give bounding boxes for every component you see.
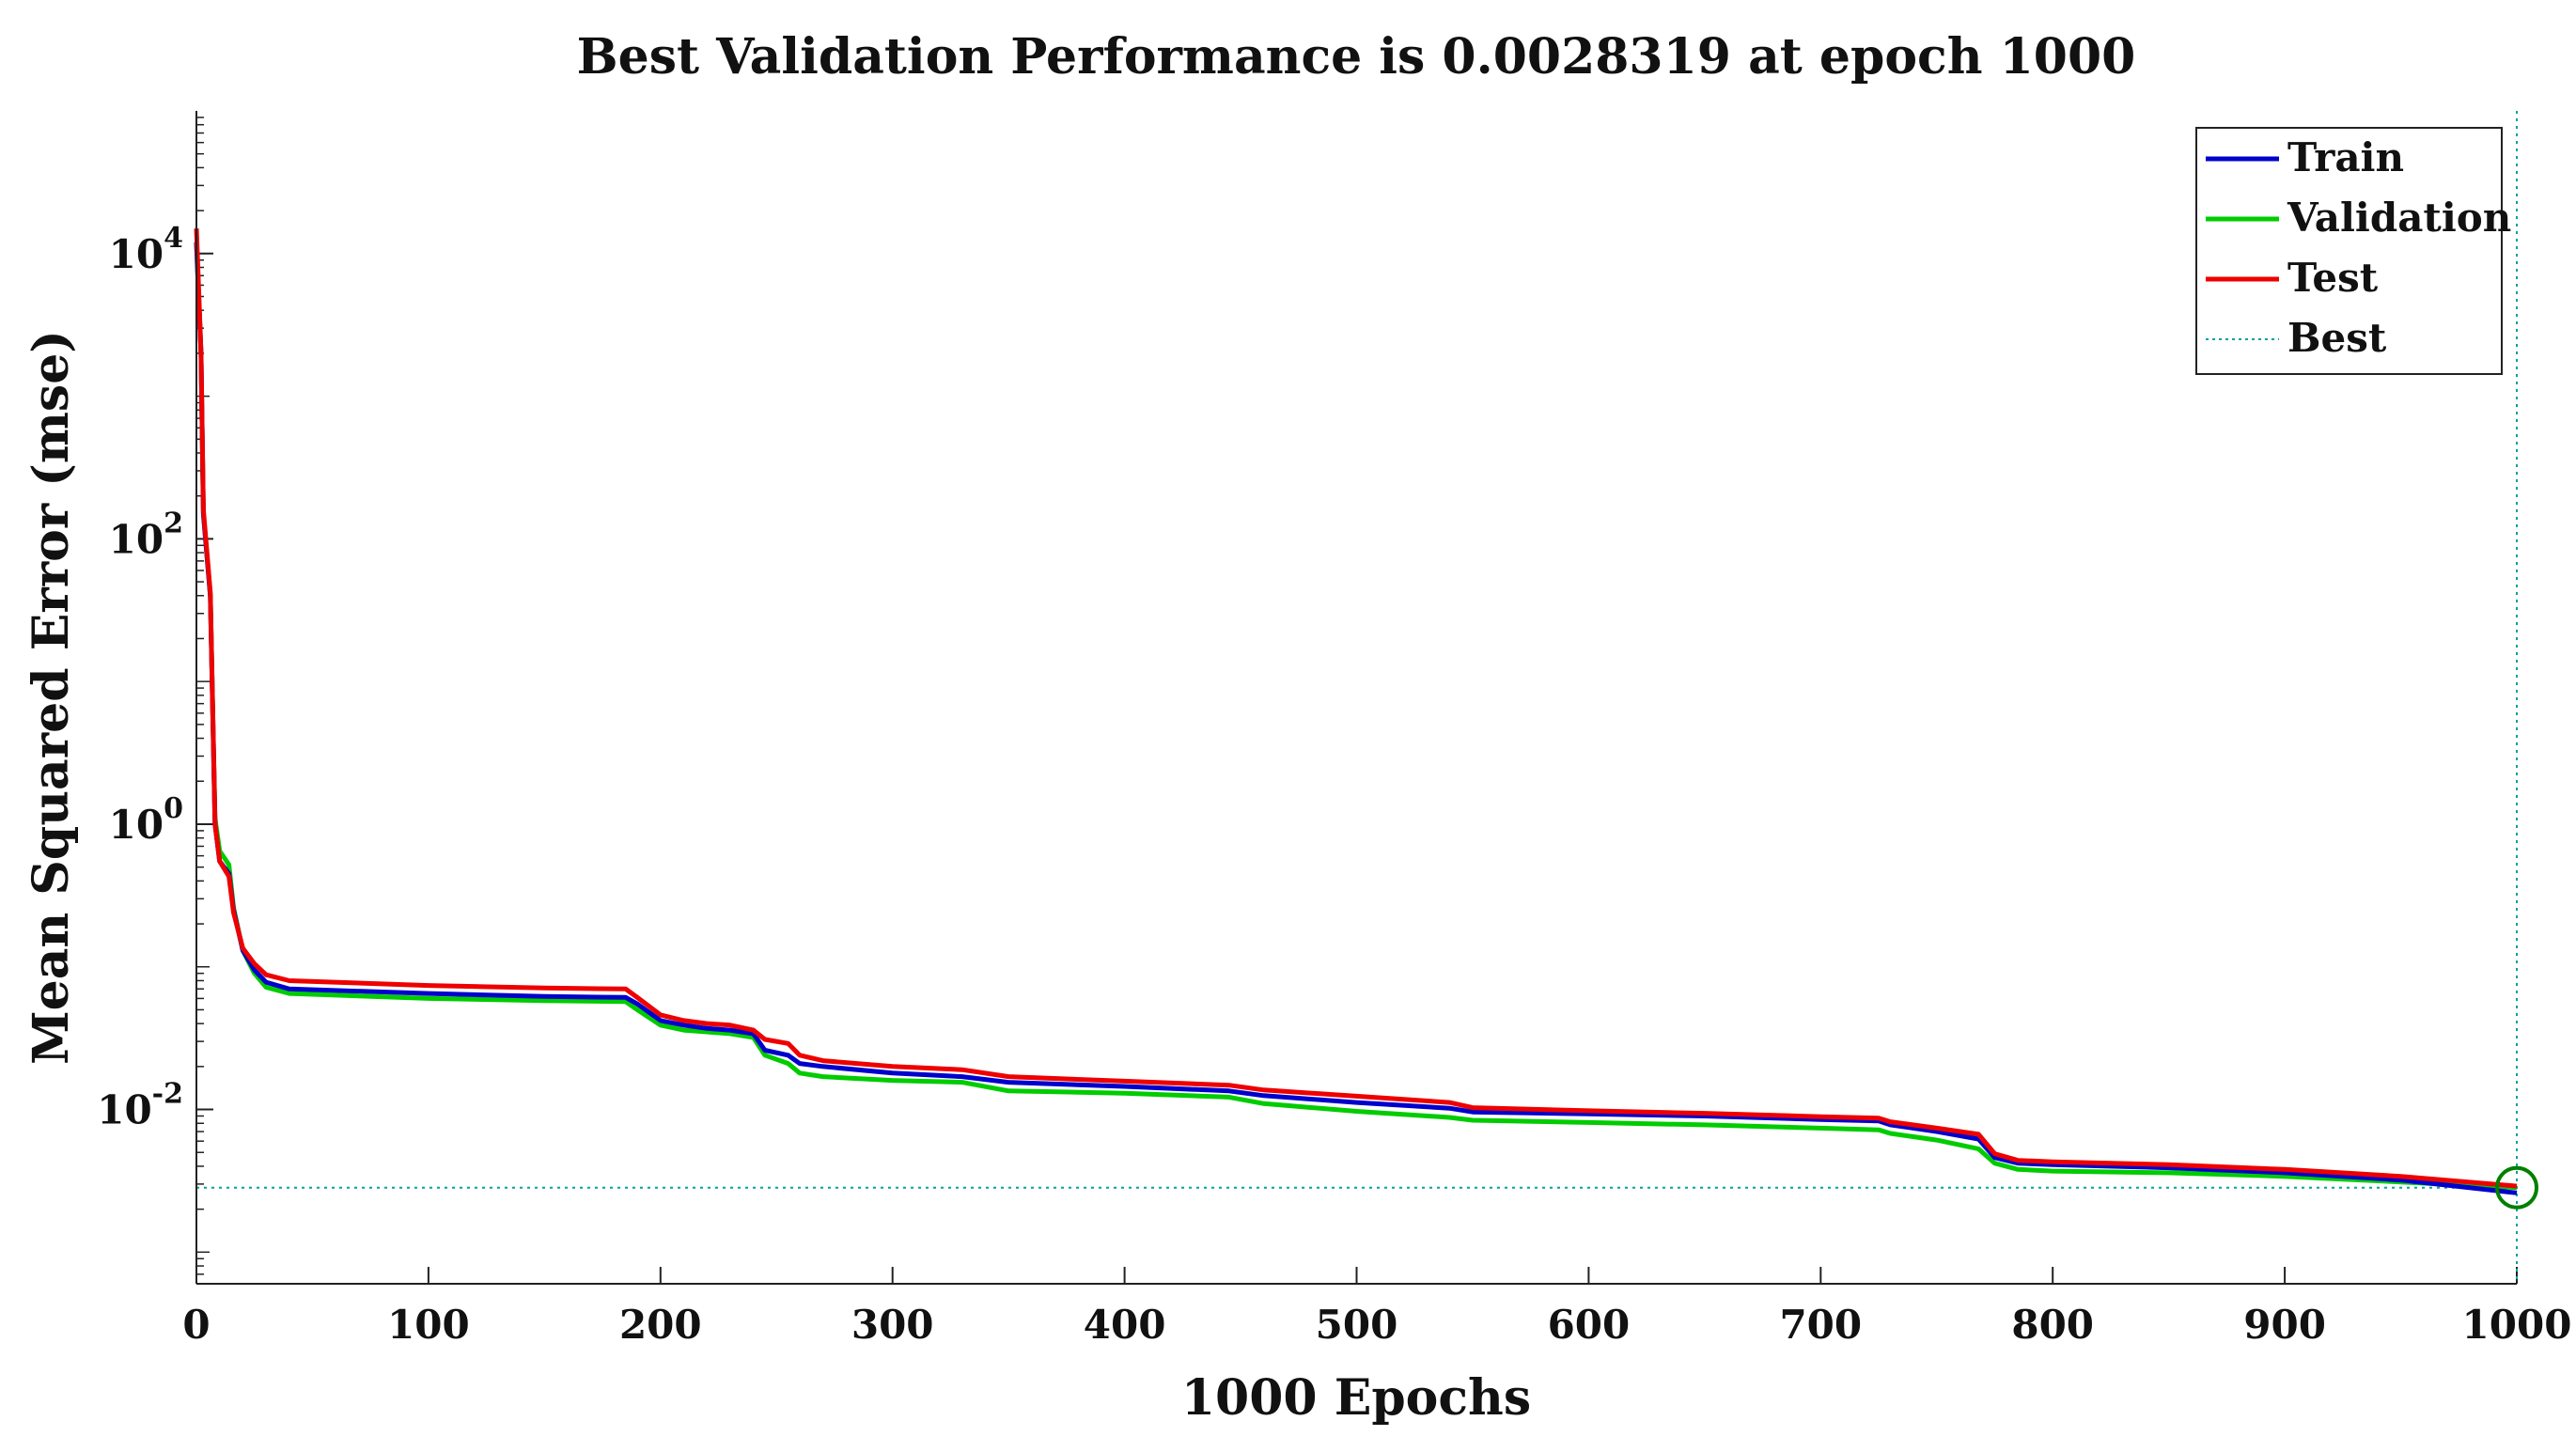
y-major-ticks: 104 102 100 10-2 [97, 222, 213, 1133]
best-marker [2495, 1165, 2538, 1210]
x-tick-label: 100 [387, 1302, 470, 1348]
series-lines [194, 228, 2518, 1195]
legend-label-train: Train [2287, 134, 2404, 180]
x-tick-label: 400 [1084, 1302, 1166, 1348]
legend-label-test: Test [2287, 255, 2379, 301]
legend-label-best: Best [2287, 315, 2387, 361]
x-tick-label: 500 [1316, 1302, 1398, 1348]
legend: Train Validation Test Best [2195, 127, 2511, 375]
y-tick-label: 102 [109, 507, 183, 562]
x-tick-label: 600 [1548, 1302, 1631, 1348]
y-axis-label: Mean Squared Error (mse) [23, 330, 80, 1065]
y-minor-ticks [196, 117, 210, 1285]
x-tick-label: 0 [182, 1302, 210, 1348]
legend-label-validation: Validation [2287, 195, 2511, 241]
legend-box [2195, 127, 2503, 375]
x-tick-label: 300 [851, 1302, 934, 1348]
x-tick-label: 200 [619, 1302, 702, 1348]
x-tick-label: 700 [1779, 1302, 1862, 1348]
x-tick-label: 1000 [2462, 1302, 2572, 1348]
x-tick-label: 900 [2243, 1302, 2326, 1348]
x-axis-label: 1000 Epochs [1181, 1369, 1531, 1427]
plot-area [196, 111, 2517, 1284]
y-tick-label: 10-2 [97, 1078, 183, 1133]
x-ticks: 0 100 200 300 400 500 600 700 800 900 1000 [182, 1267, 2571, 1348]
y-tick-label: 104 [109, 222, 183, 277]
chart-title: Best Validation Performance is 0.0028319… [577, 28, 2136, 86]
x-tick-label: 800 [2011, 1302, 2094, 1348]
series-line-test [194, 228, 2518, 1189]
y-tick-label: 100 [109, 792, 183, 848]
